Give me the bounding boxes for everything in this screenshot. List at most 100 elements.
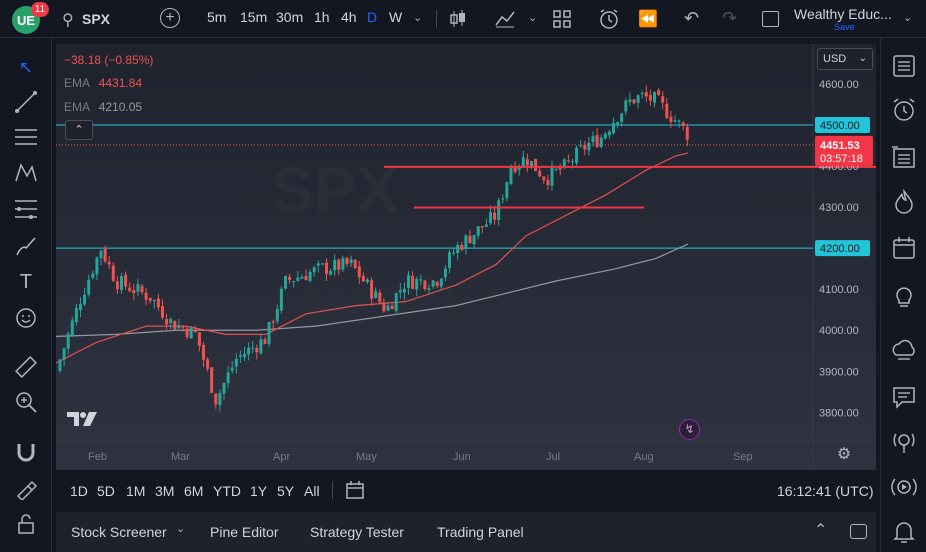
ema-legend-2[interactable]: EMA 4210.05 (64, 100, 142, 114)
magnet-icon[interactable] (14, 440, 38, 464)
notifications-bell-icon[interactable] (890, 518, 918, 546)
chart-pane[interactable]: SPX S&P 500 Index 4600.00 4400.00 4300.00 41… (56, 44, 876, 470)
candles (58, 85, 689, 412)
replay-icon[interactable]: ⏪ (638, 11, 658, 28)
range-3m[interactable]: 3M (155, 483, 175, 499)
redo-icon[interactable]: ↷ (722, 8, 738, 28)
candle-body (218, 392, 222, 406)
gear-icon[interactable]: ⚙ (836, 446, 852, 463)
undo-icon[interactable]: ↶ (684, 8, 700, 28)
maximize-panel-icon[interactable] (850, 524, 867, 539)
interval-5m[interactable]: 5m (207, 9, 227, 25)
trend-line-icon[interactable] (14, 90, 38, 114)
range-ytd[interactable]: YTD (213, 483, 241, 499)
candle-body (238, 355, 242, 357)
tab-stock-screener[interactable]: Stock Screener (71, 524, 167, 540)
account-name[interactable]: Wealthy Educ... (794, 6, 892, 22)
range-all[interactable]: All (304, 483, 320, 499)
candle-body (398, 290, 402, 293)
candle-body (525, 159, 529, 166)
goto-date-icon[interactable] (345, 480, 365, 500)
interval-1h[interactable]: 1h (314, 9, 330, 25)
candle-body (497, 200, 501, 221)
chevron-down-icon[interactable]: ⌄ (903, 12, 913, 24)
candle-body (484, 224, 488, 227)
search-icon[interactable]: ⚲ (62, 12, 74, 29)
streams-icon[interactable] (890, 337, 918, 365)
text-icon[interactable]: T (19, 271, 33, 293)
tab-strategy-tester[interactable]: Strategy Tester (310, 524, 404, 540)
price-tick-label: 3800.00 (819, 407, 859, 419)
layout-icon[interactable] (553, 10, 571, 28)
candle-body (407, 275, 410, 288)
alarm-icon[interactable] (890, 96, 918, 124)
signals-icon[interactable] (890, 428, 918, 456)
candle-body (357, 266, 361, 278)
collapse-legend-button[interactable]: ⌃ (65, 120, 93, 140)
candle-body (275, 309, 279, 322)
horizontal-lines-icon[interactable] (14, 125, 38, 149)
ema-legend-1[interactable]: EMA 4431.84 (64, 76, 142, 90)
collapse-panel-icon[interactable]: ⌃ (814, 522, 828, 539)
pattern-icon[interactable] (14, 161, 38, 185)
tab-trading-panel[interactable]: Trading Panel (437, 524, 524, 540)
range-5y[interactable]: 5Y (277, 483, 295, 499)
ideas-bulb-icon[interactable] (890, 282, 918, 310)
lightning-icon[interactable]: ↯ (679, 419, 700, 440)
hotlist-fire-icon[interactable] (890, 188, 918, 216)
candle-body (464, 235, 468, 250)
broadcast-play-icon[interactable] (890, 473, 918, 501)
candle-body (333, 259, 337, 271)
candle-body (386, 305, 390, 311)
candle-body (566, 160, 570, 162)
range-divider (332, 481, 333, 499)
chevron-down-icon[interactable]: ⌄ (176, 523, 186, 535)
chevron-down-icon[interactable]: ⌄ (528, 12, 538, 24)
interval-15m[interactable]: 15m (240, 9, 268, 25)
range-1y[interactable]: 1Y (250, 483, 268, 499)
interval-w[interactable]: W (389, 9, 403, 25)
range-1m[interactable]: 1M (126, 483, 146, 499)
fullscreen-box-icon[interactable] (762, 11, 779, 27)
candle-body (226, 372, 230, 384)
lock-drawing-icon[interactable] (14, 476, 38, 500)
ema-value: 4210.05 (98, 100, 143, 114)
symbol-name[interactable]: SPX (82, 11, 111, 27)
candle-body (263, 339, 267, 345)
chevron-down-icon[interactable]: ⌄ (413, 12, 423, 24)
compare-add-icon[interactable]: + (160, 8, 180, 28)
range-6m[interactable]: 6M (184, 483, 204, 499)
candle-body (452, 252, 456, 254)
data-window-icon[interactable] (890, 143, 918, 171)
indicators-icon[interactable] (494, 9, 516, 29)
alert-clock-icon[interactable] (598, 8, 620, 30)
candle-body (177, 325, 181, 328)
notification-badge: 11 (31, 2, 49, 17)
cursor-icon[interactable]: ↖ (18, 58, 34, 77)
candles-icon[interactable] (449, 9, 467, 29)
emoji-icon[interactable] (14, 306, 38, 330)
candle-body (234, 358, 238, 367)
watchlist-icon[interactable] (890, 52, 918, 80)
candle-body (513, 166, 517, 172)
candle-body (665, 103, 669, 119)
interval-30m[interactable]: 30m (276, 9, 304, 25)
currency-select[interactable]: USD ⌄ (817, 48, 873, 70)
save-status[interactable]: Save (834, 22, 855, 32)
interval-d[interactable]: D (367, 9, 378, 25)
range-1d[interactable]: 1D (70, 483, 88, 499)
tradingview-logo-icon[interactable] (67, 410, 99, 428)
chat-icon[interactable] (890, 383, 918, 411)
range-5d[interactable]: 5D (97, 483, 115, 499)
ruler-icon[interactable] (14, 355, 38, 379)
fib-icon[interactable] (14, 197, 38, 221)
tab-pine-editor[interactable]: Pine Editor (210, 524, 279, 540)
zoom-icon[interactable] (14, 390, 38, 414)
calendar-icon[interactable] (890, 234, 918, 262)
utc-clock[interactable]: 16:12:41 (UTC) (777, 483, 874, 499)
candle-body (316, 263, 320, 266)
lock-icon[interactable] (14, 512, 38, 536)
brush-icon[interactable] (14, 234, 38, 258)
interval-4h[interactable]: 4h (341, 9, 357, 25)
